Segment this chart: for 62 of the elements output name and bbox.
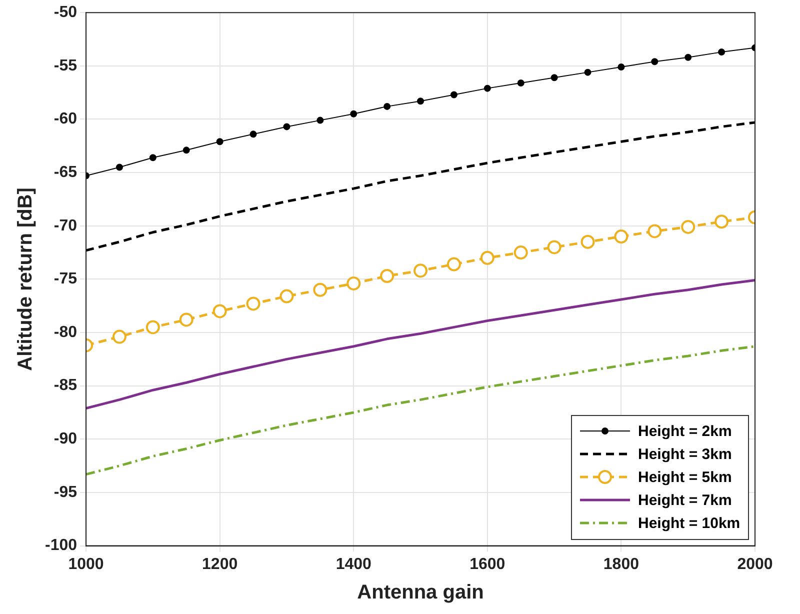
point bbox=[584, 68, 592, 76]
point bbox=[112, 330, 126, 344]
point bbox=[146, 320, 160, 334]
y-axis-title: Altitude return [dB] bbox=[14, 188, 37, 371]
legend-label: Height = 10km bbox=[638, 514, 740, 532]
point bbox=[480, 250, 494, 265]
point bbox=[346, 276, 361, 290]
point bbox=[514, 246, 528, 260]
y-tick-label: -50 bbox=[54, 4, 78, 22]
point bbox=[450, 91, 458, 98]
point bbox=[216, 138, 224, 146]
y-tick-label: -85 bbox=[54, 377, 78, 394]
point bbox=[614, 230, 628, 244]
point bbox=[280, 289, 294, 304]
point bbox=[316, 116, 324, 124]
point bbox=[446, 257, 461, 272]
x-tick-label: 1400 bbox=[336, 556, 372, 573]
point bbox=[714, 214, 729, 229]
y-tick-label: -65 bbox=[54, 164, 78, 181]
point bbox=[684, 54, 692, 61]
legend-label: Height = 2km bbox=[638, 422, 732, 440]
point bbox=[350, 110, 358, 118]
point bbox=[550, 74, 558, 82]
point bbox=[250, 130, 257, 138]
point bbox=[384, 102, 391, 110]
y-tick-label: -55 bbox=[54, 57, 78, 74]
point bbox=[580, 234, 595, 249]
x-tick-label: 1600 bbox=[470, 556, 506, 573]
y-tick-label: -70 bbox=[54, 217, 78, 234]
point bbox=[283, 123, 290, 130]
y-tick-label: -80 bbox=[54, 324, 78, 341]
point bbox=[648, 224, 662, 238]
y-tick-label: -60 bbox=[54, 110, 78, 128]
point bbox=[313, 282, 328, 297]
x-axis-title: Antenna gain bbox=[357, 582, 484, 604]
point bbox=[417, 98, 424, 105]
y-tick-label: -95 bbox=[54, 484, 78, 501]
point bbox=[182, 146, 190, 154]
x-tick-label: 1800 bbox=[603, 556, 640, 573]
x-tick-label: 1200 bbox=[202, 556, 238, 573]
point bbox=[380, 269, 394, 283]
point bbox=[212, 304, 227, 318]
y-tick-label: -75 bbox=[54, 270, 78, 288]
point bbox=[116, 164, 123, 171]
point bbox=[681, 220, 696, 234]
x-tick-label: 1000 bbox=[68, 556, 104, 573]
point bbox=[547, 240, 562, 254]
point bbox=[246, 296, 260, 311]
point bbox=[651, 58, 658, 66]
point bbox=[718, 48, 726, 56]
y-tick-label: -90 bbox=[54, 430, 78, 448]
point bbox=[149, 154, 156, 162]
point bbox=[414, 264, 428, 278]
legend-label: Height = 7km bbox=[638, 492, 732, 509]
point bbox=[517, 79, 524, 86]
y-tick-label: -100 bbox=[44, 537, 78, 554]
point bbox=[484, 84, 491, 92]
x-tick-label: 2000 bbox=[737, 556, 773, 573]
legend-label: Height = 3km bbox=[638, 446, 732, 463]
point bbox=[179, 312, 194, 327]
point bbox=[618, 63, 625, 70]
legend-label: Height = 5km bbox=[638, 468, 732, 486]
